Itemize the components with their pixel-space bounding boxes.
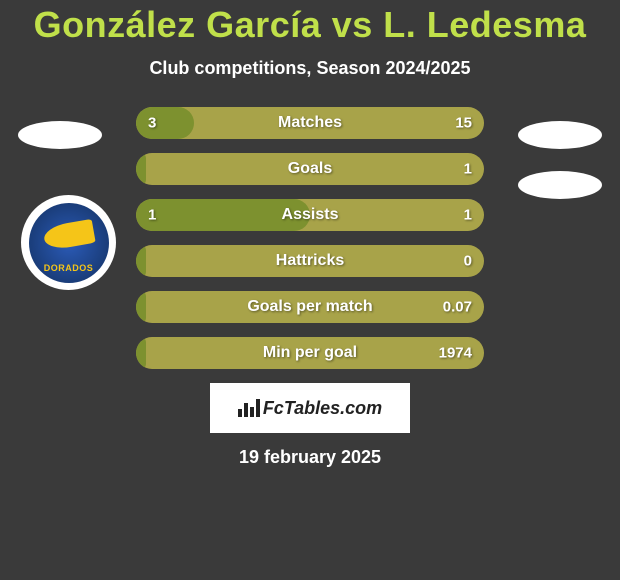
stat-bars: Matches 3 15 Goals 1 Assists 1 1 Hattricks 0 Goals… (136, 107, 484, 369)
stat-bar-label: Hattricks (276, 252, 344, 270)
stat-row: Goals per match 0.07 (136, 291, 484, 323)
stat-left-value: 3 (148, 115, 156, 132)
stat-bar-track: Goals per match 0.07 (136, 291, 484, 323)
club-logo: DORADOS (21, 195, 116, 290)
stat-bar-fill (136, 337, 146, 369)
footer-date: 19 february 2025 (239, 447, 381, 468)
club-logo-inner: DORADOS (29, 203, 109, 283)
club-logo-text: DORADOS (29, 263, 109, 273)
footer-brand-text: FcTables.com (263, 398, 382, 419)
stat-bar-track: Assists 1 1 (136, 199, 484, 231)
stat-bar-track: Goals 1 (136, 153, 484, 185)
bars-icon (238, 399, 260, 417)
stat-bar-label: Matches (278, 114, 342, 132)
stat-right-value: 0 (464, 253, 472, 270)
player-right-badge-placeholder-2 (518, 171, 602, 199)
player-right-badge-placeholder-1 (518, 121, 602, 149)
stat-row: Assists 1 1 (136, 199, 484, 231)
stat-left-value: 1 (148, 207, 156, 224)
stat-bar-track: Min per goal 1974 (136, 337, 484, 369)
stat-bar-label: Assists (282, 206, 339, 224)
footer-brand-badge: FcTables.com (210, 383, 410, 433)
stat-right-value: 1 (464, 207, 472, 224)
stat-right-value: 0.07 (443, 299, 472, 316)
stat-bar-fill (136, 107, 194, 139)
stat-bar-label: Goals (288, 160, 332, 178)
stat-bar-fill (136, 245, 146, 277)
stat-row: Matches 3 15 (136, 107, 484, 139)
player-left-badge-placeholder (18, 121, 102, 149)
stat-row: Min per goal 1974 (136, 337, 484, 369)
comparison-title: González García vs L. Ledesma (34, 4, 587, 46)
stat-right-value: 1 (464, 161, 472, 178)
comparison-subtitle: Club competitions, Season 2024/2025 (149, 58, 470, 79)
stat-bar-track: Hattricks 0 (136, 245, 484, 277)
stat-bar-fill (136, 291, 146, 323)
stat-row: Goals 1 (136, 153, 484, 185)
stat-right-value: 1974 (439, 345, 472, 362)
stat-bar-track: Matches 3 15 (136, 107, 484, 139)
stat-bar-fill (136, 153, 146, 185)
stat-row: Hattricks 0 (136, 245, 484, 277)
stat-bar-label: Min per goal (263, 344, 357, 362)
stat-right-value: 15 (455, 115, 472, 132)
content-area: DORADOS Matches 3 15 Goals 1 Assists 1 1 Hattric… (0, 107, 620, 369)
fish-icon (42, 218, 95, 250)
stat-bar-label: Goals per match (247, 298, 372, 316)
footer-brand-inner: FcTables.com (238, 398, 382, 419)
